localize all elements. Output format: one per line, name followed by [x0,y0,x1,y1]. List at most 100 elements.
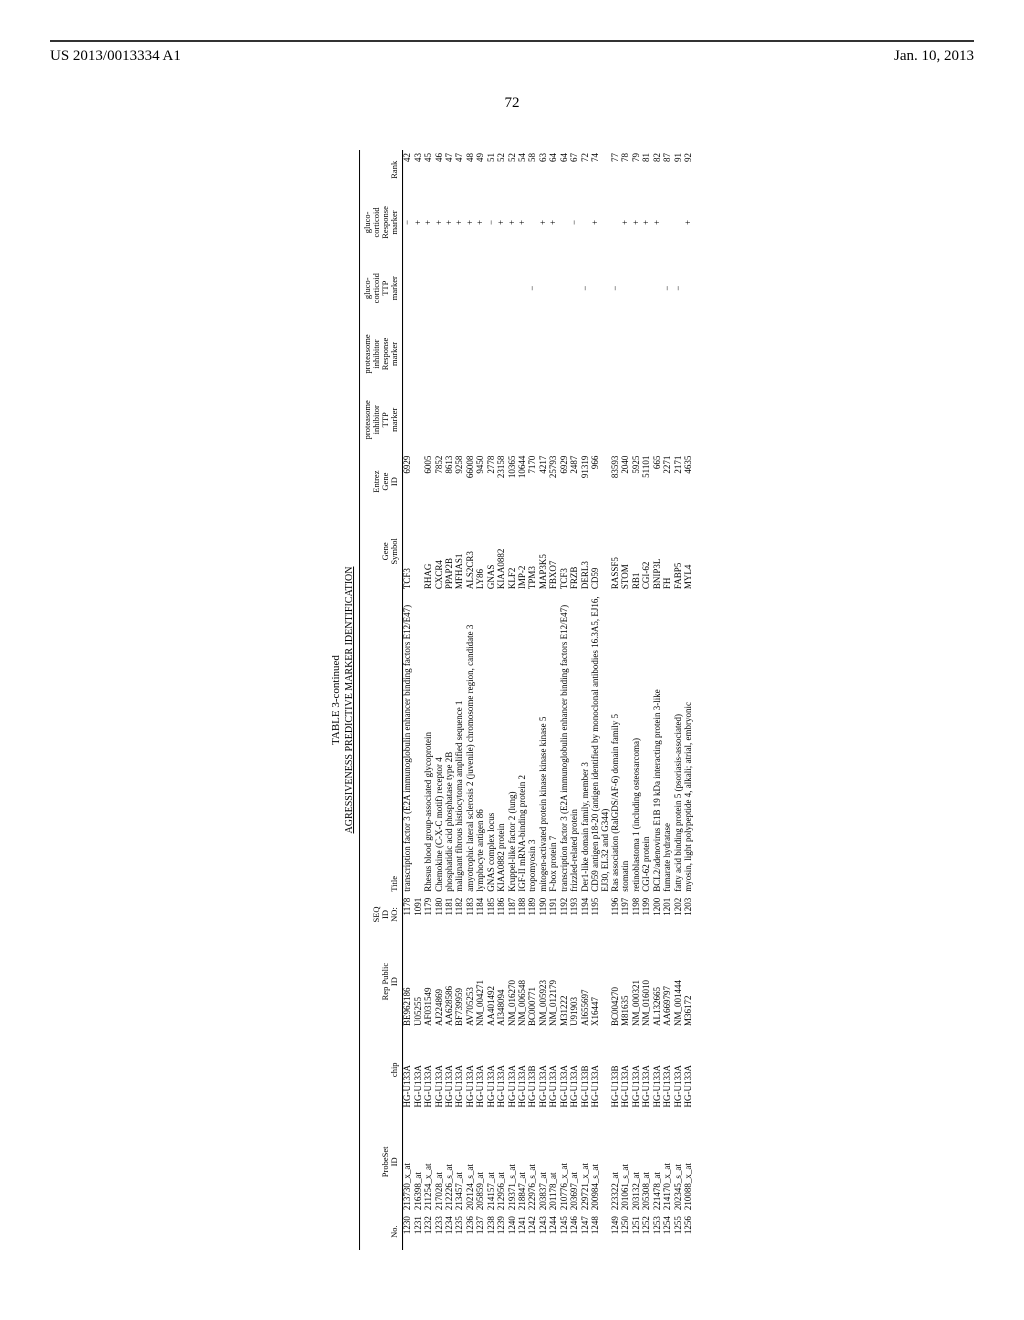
table-cell: + [455,189,465,255]
table-cell: 23158 [497,452,507,510]
table-row: 1248200984_s_atHG-U133AX164471195CD59 an… [591,150,611,1250]
table-row: 1238214157_atHG-U133AAA4014921185GNAS co… [486,150,496,1250]
table-cell: TPM3 [528,510,538,592]
header-right: Jan. 10, 2013 [894,48,974,65]
table-cell: RASSF5 [610,510,620,592]
table-subtitle: AGRESSIVENESS PREDICTIVE MARKER IDENTIFI… [344,150,355,1250]
table-cell: KIAA0882 [497,510,507,592]
table-cell: 1244 [549,1213,559,1250]
table-cell [621,386,631,452]
table-cell: HG-U133A [507,1029,517,1111]
table-cell: KIAA0882 protein [497,592,507,895]
table-cell: 1190 [538,894,548,933]
table-cell: 1245 [559,1213,569,1250]
table-cell: 1230 [402,1213,413,1250]
table-cell: 203697_at [570,1110,580,1213]
table-cell [559,189,569,255]
table-cell [507,255,517,321]
table-cell: HG-U133B [610,1029,620,1111]
table-cell: 72 [580,150,590,190]
table-cell: 1191 [549,894,559,933]
table-cell: + [538,189,548,255]
table-cell: 8613 [444,452,454,510]
table-cell: 1246 [570,1213,580,1250]
table-cell: 78 [621,150,631,190]
table-cell: 1202 [673,894,683,933]
table-cell: HG-U133A [591,1029,611,1111]
table-cell: Ras association (RalGDS/AF-6) domain fam… [610,592,620,895]
table-cell: 2040 [621,452,631,510]
table-cell: 47 [444,150,454,190]
table-cell: 6929 [559,452,569,510]
table-cell [538,321,548,387]
table-cell: phosphatidic acid phosphatase type 2B [444,592,454,895]
table-cell: HG-U133A [652,1029,662,1111]
table-cell [684,321,694,387]
table-cell [476,255,486,321]
table-row: 1236202124_s_atHG-U133AAV7052531183amyot… [465,150,475,1250]
table-cell [549,386,559,452]
table-cell [549,321,559,387]
col-entrez: EntrezGeneID [362,452,400,510]
table-cell: BCL2/adenovirus E1B 19 kDa interacting p… [652,592,662,895]
table-cell: 1188 [518,894,528,933]
table-cell [610,321,620,387]
table-cell: NM_016010 [642,934,652,1029]
col-title: Title [362,592,400,895]
table-cell: 1180 [434,894,444,933]
table-cell: 1253 [652,1213,662,1250]
table-cell: + [642,189,652,255]
table-cell [497,255,507,321]
table-cell: 82 [652,150,662,190]
table-cell: 216398_at [413,1110,423,1213]
table-cell: 1181 [444,894,454,933]
table-cell [528,189,538,255]
table-cell: 217028_at [434,1110,444,1213]
table-cell: BNIP3L [652,510,662,592]
table-cell: 46 [434,150,444,190]
table-cell: AI655697 [580,934,590,1029]
table-row: 1244201178_atHG-U133ANM_0121791191F-box … [549,150,559,1250]
table-cell: HG-U133A [476,1029,486,1111]
table-cell: 51 [486,150,496,190]
table-cell [652,255,662,321]
table-cell [518,255,528,321]
table-cell: ALS2CR3 [465,510,475,592]
table-cell [486,386,496,452]
table-cell: RB1 [631,510,641,592]
table-cell: 1238 [486,1213,496,1250]
table-cell: IMP-2 [518,510,528,592]
table-cell: AL132665 [652,934,662,1029]
table-cell: HG-U133B [528,1029,538,1111]
table-cell [455,255,465,321]
table-cell [465,386,475,452]
table-cell: HG-U133A [455,1029,465,1111]
table-cell [413,255,423,321]
table-cell: 4217 [538,452,548,510]
table-cell [631,321,641,387]
table-cell [402,255,413,321]
table-row: 1254214170_x_atHG-U133AAA6697971201fumar… [663,150,673,1250]
table-cell: FH [663,510,673,592]
table-cell [642,386,652,452]
table-cell [591,386,611,452]
table-cell [652,321,662,387]
table-cell: 1182 [455,894,465,933]
table-cell: 201178_at [549,1110,559,1213]
table-cell: 223322_at [610,1110,620,1213]
table-cell: 218847_at [518,1110,528,1213]
table-cell: IGF-II mRNA-binding protein 2 [518,592,528,895]
table-cell: BC004270 [610,934,620,1029]
table-row: 1232211254_x_atHG-U133AAF0315491179Rhesu… [424,150,434,1250]
header-row: US 2013/0013334 A1 Jan. 10, 2013 [50,48,974,65]
table-cell [497,386,507,452]
table-cell [559,321,569,387]
table-cell: HG-U133A [424,1029,434,1111]
table-cell: 9450 [476,452,486,510]
table-cell: 1247 [580,1213,590,1250]
table-cell: U05255 [413,934,423,1029]
table-cell: 212226_s_at [444,1110,454,1213]
table-cell: HG-U133A [518,1029,528,1111]
table-row: 1255202345_s_atHG-U133ANM_0014441202fatt… [673,150,683,1250]
table-cell [455,386,465,452]
